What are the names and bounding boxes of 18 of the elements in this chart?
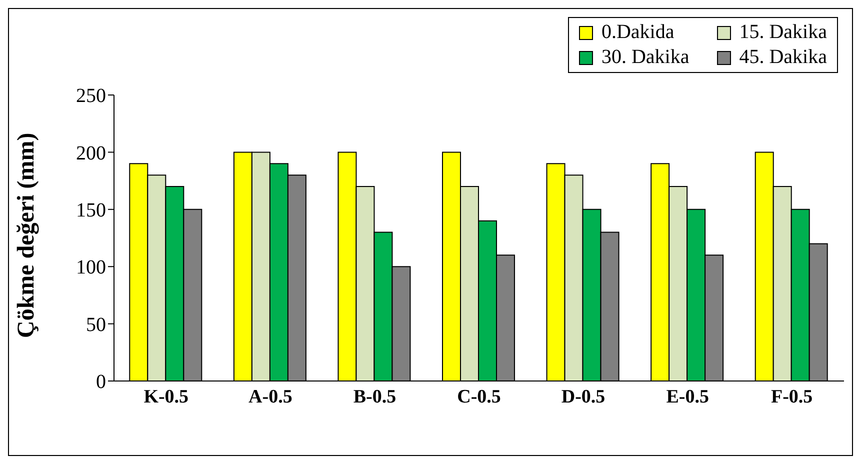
x-tick-label: F-0.5 xyxy=(771,386,813,408)
x-tick-label: K-0.5 xyxy=(144,386,189,408)
x-tick-label: D-0.5 xyxy=(561,386,606,408)
y-tick-label: 250 xyxy=(76,85,106,108)
x-tick-label: A-0.5 xyxy=(248,386,292,408)
y-tick-label: 50 xyxy=(86,314,106,336)
x-tick-label: B-0.5 xyxy=(353,386,396,408)
legend-label: 30. Dakika xyxy=(601,46,690,69)
x-tick-label: C-0.5 xyxy=(457,386,501,408)
legend-label: 0.Dakida xyxy=(601,21,674,44)
x-tick-label: E-0.5 xyxy=(666,386,709,408)
y-tick-label: 150 xyxy=(76,200,106,222)
y-axis-title: Çökme değeri (mm) xyxy=(14,132,40,338)
y-tick-label: 200 xyxy=(76,142,106,164)
legend-label: 45. Dakika xyxy=(739,46,827,69)
legend-label: 15. Dakika xyxy=(739,21,827,44)
y-tick-label: 100 xyxy=(76,256,106,279)
y-tick-label: 0 xyxy=(96,371,106,394)
